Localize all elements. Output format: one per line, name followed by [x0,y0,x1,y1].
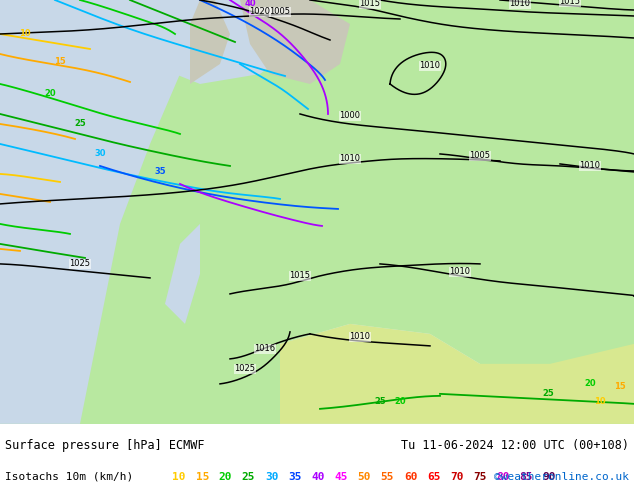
Text: 1025: 1025 [235,365,256,373]
Text: 20: 20 [44,89,56,98]
Text: 1010: 1010 [510,0,531,8]
Text: 85: 85 [520,472,533,482]
Text: 1010: 1010 [349,332,370,342]
Text: Tu 11-06-2024 12:00 UTC (00+108): Tu 11-06-2024 12:00 UTC (00+108) [401,439,629,451]
Text: 1005: 1005 [269,7,290,17]
Polygon shape [280,324,480,424]
Text: Surface pressure [hPa] ECMWF: Surface pressure [hPa] ECMWF [5,439,205,451]
Text: 25: 25 [74,119,86,128]
Text: 50: 50 [358,472,371,482]
Text: 40: 40 [311,472,325,482]
Text: 1020: 1020 [250,7,271,17]
Polygon shape [240,0,350,84]
Text: 15: 15 [195,472,209,482]
Text: 60: 60 [404,472,417,482]
Text: 35: 35 [154,167,166,176]
Text: 1000: 1000 [339,111,361,121]
Polygon shape [190,0,230,84]
Polygon shape [150,0,310,84]
Text: 65: 65 [427,472,441,482]
Text: 35: 35 [288,472,302,482]
Text: 1025: 1025 [70,259,91,269]
Text: 15: 15 [54,57,66,66]
Text: 75: 75 [473,472,487,482]
Text: 1015: 1015 [559,0,581,6]
Text: 1010: 1010 [579,161,600,171]
Text: 10: 10 [19,29,31,38]
Text: 30: 30 [94,149,106,158]
Text: ©weatheronline.co.uk: ©weatheronline.co.uk [494,472,629,482]
Text: 20: 20 [219,472,232,482]
Text: 10: 10 [172,472,186,482]
Text: 1016: 1016 [254,344,276,353]
Text: 25: 25 [374,397,386,406]
Text: Isotachs 10m (km/h): Isotachs 10m (km/h) [5,472,133,482]
Text: 55: 55 [380,472,394,482]
Text: 25: 25 [542,389,554,398]
Text: 1010: 1010 [339,154,361,164]
Text: 1015: 1015 [359,0,380,8]
Text: 80: 80 [496,472,510,482]
Text: 45: 45 [335,472,348,482]
Text: 20: 20 [584,379,596,388]
Polygon shape [165,224,200,324]
Text: 10: 10 [594,397,606,406]
Polygon shape [0,0,200,424]
Text: 70: 70 [450,472,463,482]
Text: 15: 15 [614,382,626,391]
Text: 90: 90 [543,472,556,482]
Text: 1005: 1005 [470,151,491,160]
Text: 30: 30 [265,472,278,482]
Text: 1010: 1010 [450,268,470,276]
Text: 40: 40 [244,0,256,8]
Text: 20: 20 [394,397,406,406]
Text: 1015: 1015 [290,271,311,280]
Text: 1010: 1010 [420,61,441,71]
Text: 25: 25 [242,472,256,482]
Polygon shape [280,324,634,424]
